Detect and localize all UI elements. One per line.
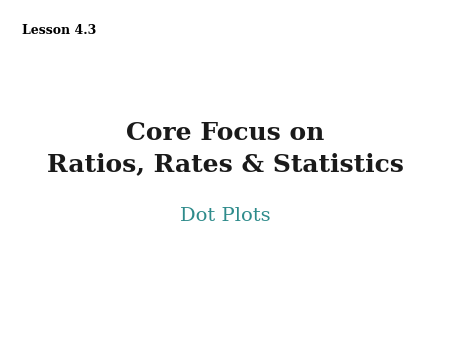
Text: Lesson 4.3: Lesson 4.3 (22, 24, 97, 37)
Text: Dot Plots: Dot Plots (180, 207, 270, 225)
Text: Core Focus on
Ratios, Rates & Statistics: Core Focus on Ratios, Rates & Statistics (46, 121, 404, 176)
